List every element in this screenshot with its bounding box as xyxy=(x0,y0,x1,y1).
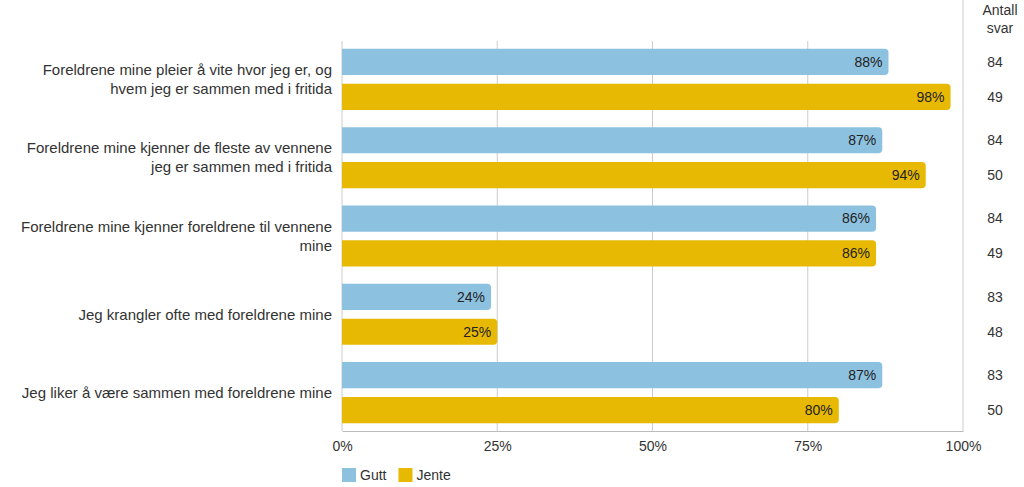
count-label: 50 xyxy=(987,402,1003,418)
category-label: Foreldrene mine kjenner de fleste av ven… xyxy=(27,139,333,175)
grid-line xyxy=(963,0,964,431)
bar xyxy=(342,240,876,266)
tick-label: 0% xyxy=(332,438,352,454)
count-label: 49 xyxy=(987,89,1003,105)
bar xyxy=(342,362,882,388)
count-label: 48 xyxy=(987,324,1003,340)
bar xyxy=(342,319,497,345)
bar xyxy=(342,127,882,153)
data-label: 88% xyxy=(854,54,882,70)
counts-title: Antallsvar xyxy=(982,2,1017,36)
data-label: 87% xyxy=(848,132,876,148)
tick-label: 100% xyxy=(946,438,982,454)
x-axis: 0% 25% 50% 75% 100% xyxy=(332,431,981,454)
count-label: 84 xyxy=(987,210,1003,226)
bars xyxy=(342,49,951,423)
count-label: 83 xyxy=(987,289,1003,305)
axis-line xyxy=(343,431,964,432)
tick-label: 50% xyxy=(639,438,667,454)
legend: Gutt Jente xyxy=(342,467,451,483)
count-label: 49 xyxy=(987,245,1003,261)
count-label: 83 xyxy=(987,367,1003,383)
chart: 0% 25% 50% 75% 100% 88% 84 87% 84 86% 84 24% 83 87% 83… xyxy=(0,0,1024,487)
category-label: Foreldrene mine pleier å vite hvor jeg e… xyxy=(43,61,333,97)
legend-label: Gutt xyxy=(360,467,387,483)
data-label: 86% xyxy=(842,245,870,261)
legend-label: Jente xyxy=(416,467,450,483)
tick-label: 25% xyxy=(484,438,512,454)
category-label: Jeg krangler ofte med foreldrene mine xyxy=(79,306,332,323)
data-label: 25% xyxy=(463,324,491,340)
legend-swatch xyxy=(342,468,356,482)
data-label: 87% xyxy=(848,367,876,383)
data-label: 24% xyxy=(457,289,485,305)
tick: 25% xyxy=(484,431,512,454)
tick: 0% xyxy=(332,431,352,454)
bar xyxy=(342,205,876,231)
data-label: 94% xyxy=(892,167,920,183)
tick: 50% xyxy=(639,431,667,454)
legend-swatch xyxy=(398,468,412,482)
count-label: 84 xyxy=(987,54,1003,70)
bar xyxy=(342,284,491,310)
tick: 75% xyxy=(794,431,822,454)
tick-label: 75% xyxy=(794,438,822,454)
data-label: 86% xyxy=(842,210,870,226)
bar xyxy=(342,162,926,188)
category-label: Foreldrene mine kjenner foreldrene til v… xyxy=(21,218,332,254)
bar xyxy=(342,397,839,423)
bar xyxy=(342,84,951,110)
labels: 88% 84 87% 84 86% 84 24% 83 87% 83 98% 49 94% 50 86% 49… xyxy=(457,54,1003,418)
category-label: Jeg liker å være sammen med foreldrene m… xyxy=(22,384,332,401)
bar xyxy=(342,49,888,75)
count-label: 50 xyxy=(987,167,1003,183)
data-label: 80% xyxy=(805,402,833,418)
count-label: 84 xyxy=(987,132,1003,148)
data-label: 98% xyxy=(917,89,945,105)
tick: 100% xyxy=(946,431,982,454)
